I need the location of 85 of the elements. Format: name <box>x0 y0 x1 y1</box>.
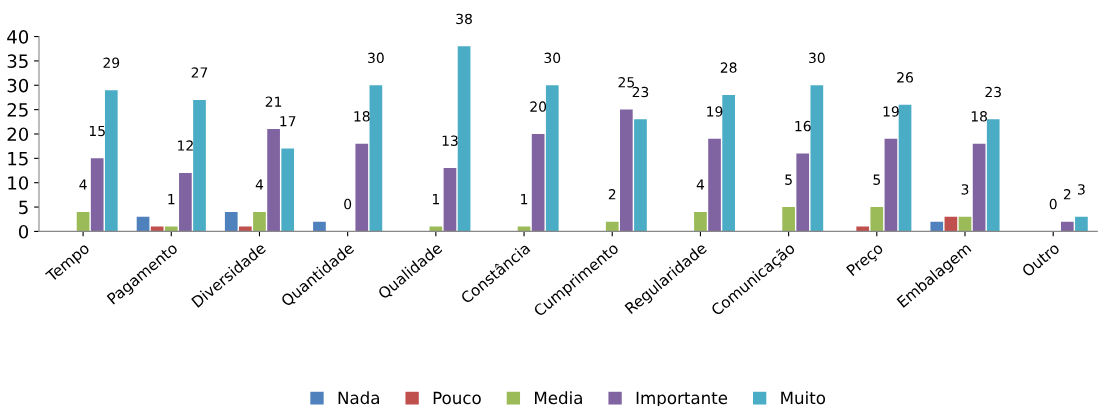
data-label: 17 <box>280 116 296 127</box>
bar <box>545 85 559 232</box>
data-label: 3 <box>1078 184 1085 195</box>
data-label: 12 <box>178 140 193 151</box>
bar <box>179 172 192 232</box>
bar <box>90 158 104 232</box>
bar <box>694 211 707 232</box>
bar <box>267 129 280 232</box>
legend-label: Pouco <box>433 391 481 405</box>
data-label: 25 <box>618 76 634 88</box>
bar <box>76 211 90 232</box>
bar <box>898 104 912 232</box>
y-tick-label: 0 <box>18 224 29 239</box>
bar <box>281 148 295 232</box>
y-tick-label: 30 <box>7 78 29 93</box>
data-label: 30 <box>544 52 561 64</box>
data-label: 13 <box>442 135 458 146</box>
bar <box>355 143 369 232</box>
data-label: 1 <box>168 194 175 205</box>
bar <box>958 216 972 232</box>
bar <box>796 153 810 232</box>
data-label: 20 <box>530 101 547 112</box>
y-tick-label: 5 <box>19 200 28 215</box>
y-tick-label: 35 <box>7 54 28 69</box>
data-label: 4 <box>696 179 705 190</box>
y-tick-label: 15 <box>8 152 28 166</box>
bar <box>1060 221 1074 232</box>
bar <box>634 119 647 232</box>
bar <box>972 143 986 232</box>
bar <box>313 221 326 232</box>
bar <box>708 138 721 232</box>
bar <box>193 99 206 232</box>
bar <box>722 95 735 232</box>
bar <box>605 221 619 232</box>
data-label: 23 <box>632 86 649 98</box>
bar <box>253 211 266 232</box>
data-label: 2 <box>608 189 616 200</box>
y-tick-label: 40 <box>7 30 29 44</box>
bar <box>944 216 958 232</box>
data-label: 30 <box>368 52 384 64</box>
data-label: 23 <box>985 86 1001 98</box>
data-label: 5 <box>873 174 881 185</box>
bar <box>531 133 545 232</box>
data-label: 16 <box>795 120 811 132</box>
data-label: 0 <box>344 198 352 210</box>
data-label: 18 <box>971 111 987 122</box>
data-label: 1 <box>432 194 439 205</box>
data-label: 1 <box>521 194 528 205</box>
data-label: 30 <box>809 52 825 64</box>
y-tick-label: 25 <box>7 103 28 117</box>
bar <box>369 85 383 232</box>
data-label: 29 <box>103 57 120 68</box>
bar <box>1075 216 1088 232</box>
y-tick-label: 20 <box>7 127 29 142</box>
data-label: 27 <box>191 67 208 78</box>
bar <box>136 216 150 232</box>
data-label: 26 <box>897 72 913 83</box>
y-tick-label: 10 <box>8 176 29 190</box>
legend-label: Media <box>535 391 582 405</box>
bar <box>884 138 898 232</box>
data-label: 2 <box>1063 189 1071 200</box>
bar <box>224 211 238 232</box>
data-label: 38 <box>456 13 472 25</box>
bar <box>810 85 824 232</box>
bar <box>782 207 795 232</box>
data-label: 19 <box>883 106 899 117</box>
bar <box>457 46 471 232</box>
data-label: 3 <box>961 184 969 195</box>
bar <box>620 109 633 232</box>
bar <box>104 90 118 232</box>
data-label: 21 <box>265 96 282 107</box>
data-label: 0 <box>1049 198 1057 210</box>
bar <box>443 168 457 232</box>
data-label: 15 <box>89 125 105 137</box>
bar <box>930 221 944 232</box>
data-label: 18 <box>354 111 370 122</box>
bar <box>986 119 1000 232</box>
legend-label: Nada <box>338 391 379 405</box>
legend-label: Muito <box>781 391 826 405</box>
bar <box>870 207 884 232</box>
data-label: 28 <box>720 62 737 73</box>
data-label: 4 <box>255 179 264 190</box>
data-label: 19 <box>707 106 723 117</box>
data-label: 5 <box>785 174 792 185</box>
data-label: 4 <box>79 179 87 190</box>
